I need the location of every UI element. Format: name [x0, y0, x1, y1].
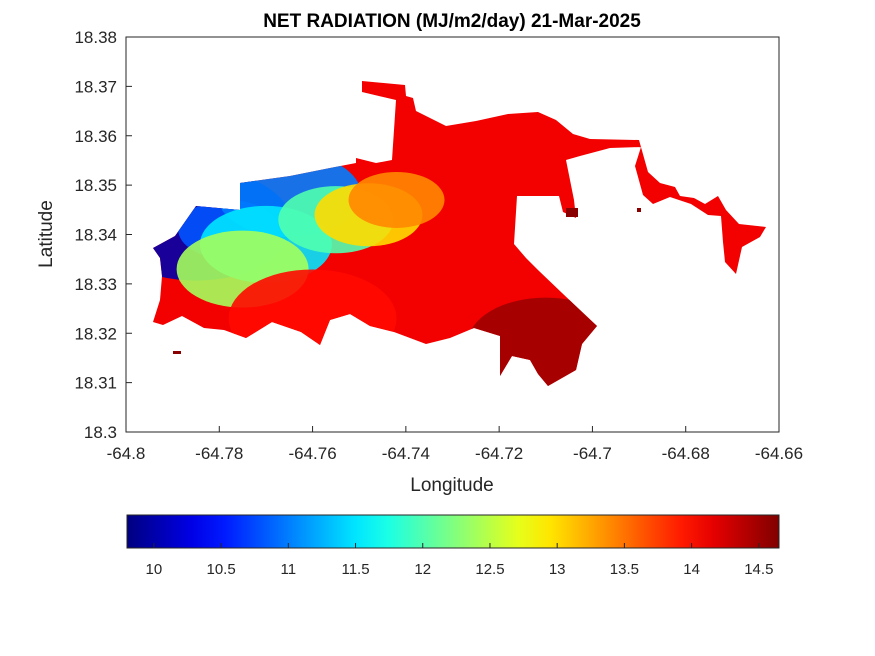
x-tick-label: -64.76 [288, 444, 336, 463]
colorbar-ticks: 10 10.5 11 11.5 12 12.5 13 13.5 14 14.5 [146, 543, 773, 578]
y-tick-label: 18.36 [74, 127, 117, 146]
x-tick-label: -64.7 [573, 444, 612, 463]
x-tick-label: -64.74 [382, 444, 430, 463]
colorbar-tick-label: 13.5 [610, 561, 639, 578]
y-tick-label: 18.31 [74, 374, 117, 393]
colorbar-tick-label: 13 [549, 561, 566, 578]
y-tick-label: 18.35 [74, 176, 117, 195]
y-tick-label: 18.38 [74, 28, 117, 47]
colorbar-tick-label: 10 [146, 561, 163, 578]
x-axis-label: Longitude [410, 475, 493, 496]
colorbar-tick-label: 12.5 [475, 561, 504, 578]
islet [173, 351, 181, 354]
x-tick-label: -64.78 [195, 444, 243, 463]
colorbar-tick-label: 11 [281, 561, 297, 578]
chart-title: NET RADIATION (MJ/m2/day) 21-Mar-2025 [263, 11, 641, 32]
colorbar-tick-label: 14 [683, 561, 700, 578]
contour-patch-13.4 [348, 171, 445, 228]
y-tick-label: 18.3 [84, 423, 117, 442]
colorbar-tick-label: 14.5 [744, 561, 773, 578]
y-tick-label: 18.32 [74, 324, 117, 343]
colorbar-tick-label: 12 [414, 561, 431, 578]
x-tick-label: -64.66 [755, 444, 803, 463]
y-tick-label: 18.34 [74, 226, 117, 245]
y-tick-label: 18.33 [74, 275, 117, 294]
x-tick-label: -64.72 [475, 444, 523, 463]
y-axis-label: Latitude [36, 200, 57, 268]
y-axis-ticks: 18.3 18.31 18.32 18.33 18.34 18.35 18.36 18.37 1… [74, 28, 132, 442]
y-tick-label: 18.37 [74, 77, 117, 96]
colorbar-tick-label: 10.5 [207, 561, 236, 578]
x-tick-label: -64.8 [107, 444, 146, 463]
x-tick-label: -64.68 [662, 444, 710, 463]
islet [566, 208, 578, 217]
x-axis-ticks: -64.8 -64.78 -64.76 -64.74 -64.72 -64.7 -64.68… [107, 426, 803, 463]
colorbar-tick-label: 11.5 [341, 561, 369, 578]
colorbar [126, 514, 780, 549]
islet [637, 208, 641, 212]
